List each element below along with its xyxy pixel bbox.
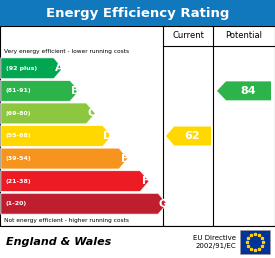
Text: (55-68): (55-68)	[6, 133, 32, 139]
Bar	[0, 226, 275, 258]
Text: 2002/91/EC: 2002/91/EC	[195, 243, 236, 249]
Text: Energy Efficiency Rating: Energy Efficiency Rating	[46, 6, 229, 20]
Text: Not energy efficient - higher running costs: Not energy efficient - higher running co…	[4, 218, 129, 223]
Polygon shape	[1, 171, 149, 192]
Text: F: F	[142, 176, 150, 186]
Bar	[0, 0, 275, 26]
Polygon shape	[217, 81, 271, 100]
Text: England & Wales: England & Wales	[6, 237, 111, 247]
Text: (92 plus): (92 plus)	[6, 66, 37, 71]
Polygon shape	[1, 58, 63, 79]
Text: (1-20): (1-20)	[6, 201, 27, 206]
Text: 62: 62	[185, 131, 200, 141]
Text: E: E	[121, 154, 128, 164]
Text: Current: Current	[172, 31, 204, 41]
Text: (69-80): (69-80)	[6, 111, 32, 116]
Text: Very energy efficient - lower running costs: Very energy efficient - lower running co…	[4, 49, 129, 54]
Bar	[0, 26, 275, 226]
Text: G: G	[158, 199, 167, 209]
Text: (81-91): (81-91)	[6, 88, 32, 93]
Polygon shape	[166, 126, 211, 146]
Text: (39-54): (39-54)	[6, 156, 32, 161]
Polygon shape	[1, 80, 79, 101]
Text: Potential: Potential	[226, 31, 263, 41]
Polygon shape	[1, 148, 128, 169]
Text: EU Directive: EU Directive	[193, 235, 236, 241]
Text: 84: 84	[241, 86, 256, 96]
Polygon shape	[1, 193, 167, 214]
Text: B: B	[71, 86, 79, 96]
Bar	[240, 230, 270, 254]
Text: A: A	[55, 63, 63, 73]
Text: C: C	[88, 108, 96, 118]
Text: D: D	[103, 131, 112, 141]
Polygon shape	[1, 125, 112, 147]
Polygon shape	[1, 103, 95, 124]
Text: (21-38): (21-38)	[6, 179, 32, 184]
